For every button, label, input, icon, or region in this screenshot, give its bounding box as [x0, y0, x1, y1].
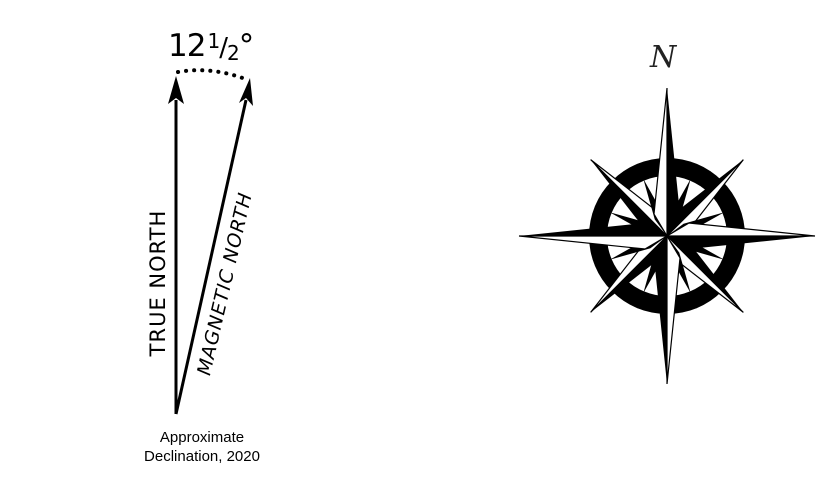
angle-fraction-numerator: 1	[207, 29, 220, 53]
cardinal-points	[518, 87, 816, 385]
angle-fraction-slash: /	[219, 33, 228, 63]
angle-degree-symbol: °	[238, 28, 254, 64]
angle-whole: 12	[168, 28, 206, 64]
angle-fraction-denominator: 2	[226, 41, 240, 65]
declination-arrows	[168, 68, 253, 415]
caption-line-2: Declination, 2020	[144, 448, 260, 465]
magnetic-north-arrowhead	[239, 78, 253, 106]
compass-north-letter: N	[650, 40, 677, 75]
declination-arc	[176, 68, 250, 82]
magnetic-north-arrow-shaft	[174, 99, 248, 415]
intercardinal-points	[590, 159, 744, 313]
caption-line-1: Approximate	[159, 429, 245, 446]
declination-caption: Approximate Declination, 2020	[144, 428, 260, 466]
declination-angle: 12 1/2°	[168, 28, 254, 65]
true-north-arrowhead	[168, 76, 184, 104]
declination-diagram: 12 1/2° TRUE NORTH MAGNETIC NORTH Approxi…	[0, 0, 340, 492]
